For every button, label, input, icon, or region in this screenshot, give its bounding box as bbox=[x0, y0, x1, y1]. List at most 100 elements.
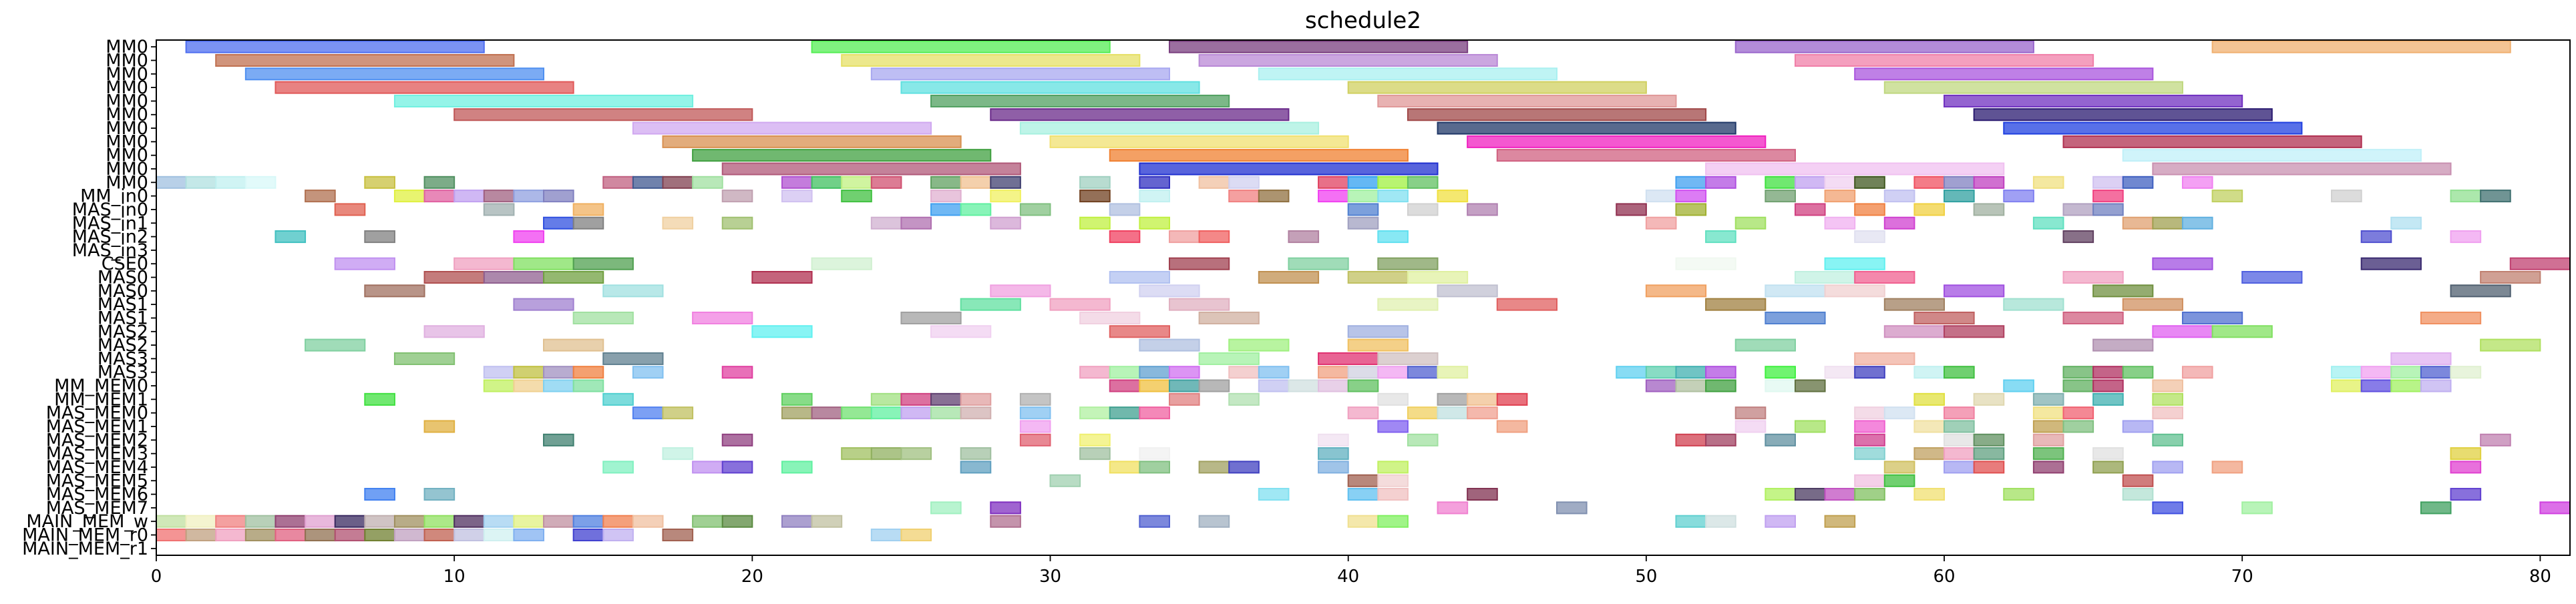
gantt-bar bbox=[2360, 257, 2422, 270]
gantt-bar bbox=[900, 216, 932, 230]
gantt-bar bbox=[2032, 420, 2064, 433]
gantt-bar bbox=[1913, 203, 1946, 216]
gantt-bar bbox=[2122, 149, 2422, 162]
gantt-bar bbox=[1794, 176, 1826, 189]
gantt-bar bbox=[483, 528, 515, 542]
gantt-bar bbox=[2390, 216, 2422, 230]
gantt-bar bbox=[1944, 433, 1975, 446]
gantt-bar bbox=[423, 176, 455, 189]
gantt-bar bbox=[2480, 338, 2541, 352]
gantt-bar bbox=[572, 311, 634, 325]
gantt-bar bbox=[602, 284, 664, 298]
gantt-bar bbox=[1944, 284, 2005, 298]
gantt-bar bbox=[2122, 176, 2154, 189]
gantt-bar bbox=[602, 461, 634, 474]
gantt-bar bbox=[1794, 53, 2094, 67]
gantt-bar bbox=[1944, 420, 1975, 433]
gantt-bar bbox=[1318, 433, 1349, 446]
gantt-bar bbox=[244, 515, 277, 528]
gantt-bar bbox=[1824, 216, 1856, 230]
gantt-bar bbox=[1347, 515, 1379, 528]
gantt-bar bbox=[334, 528, 366, 542]
gantt-bar bbox=[870, 528, 902, 542]
gantt-bar bbox=[393, 515, 425, 528]
gantt-bar bbox=[2509, 257, 2571, 270]
gantt-bar bbox=[1854, 406, 1885, 420]
gantt-bar bbox=[572, 216, 604, 230]
gantt-bar bbox=[1734, 406, 1767, 420]
gantt-bar bbox=[2450, 461, 2482, 474]
gantt-bar bbox=[2390, 366, 2422, 379]
gantt-bar bbox=[1705, 230, 1736, 244]
gantt-bar bbox=[1675, 366, 1707, 379]
gantt-bar bbox=[1437, 392, 1469, 406]
gantt-bar bbox=[841, 447, 872, 461]
gantt-bar bbox=[423, 270, 485, 284]
x-tick-label: 50 bbox=[1635, 567, 1657, 587]
gantt-bar bbox=[781, 190, 813, 203]
gantt-bar bbox=[900, 528, 932, 542]
gantt-bar bbox=[1854, 420, 1885, 433]
gantt-bar bbox=[1377, 392, 1409, 406]
gantt-bar bbox=[1198, 311, 1260, 325]
gantt-bar bbox=[1109, 230, 1141, 244]
gantt-bar bbox=[1377, 176, 1409, 189]
gantt-bar bbox=[841, 406, 872, 420]
gantt-bar bbox=[1973, 433, 2005, 446]
x-tick-label: 80 bbox=[2529, 567, 2551, 587]
gantt-bar bbox=[1407, 108, 1707, 121]
gantt-bar bbox=[1139, 379, 1170, 392]
row-label: MAS_in2 bbox=[72, 227, 148, 248]
gantt-bar bbox=[1645, 379, 1677, 392]
gantt-bar bbox=[1168, 40, 1469, 53]
row-label: MAS_MEM5 bbox=[46, 471, 148, 491]
gantt-bar bbox=[1913, 366, 1946, 379]
gantt-bar bbox=[1347, 270, 1409, 284]
gantt-bar bbox=[1794, 379, 1826, 392]
gantt-bar bbox=[1645, 284, 1707, 298]
gantt-bar bbox=[1705, 366, 1736, 379]
gantt-bar bbox=[632, 176, 664, 189]
gantt-bar bbox=[2420, 501, 2452, 515]
gantt-bar bbox=[483, 515, 515, 528]
gantt-bar bbox=[2390, 352, 2452, 365]
gantt-bar bbox=[1288, 379, 1320, 392]
x-axis: 0 10 20 30 40 50 60 70 80 bbox=[151, 555, 2551, 587]
gantt-bar bbox=[274, 528, 307, 542]
gantt-bar bbox=[1883, 325, 1946, 338]
gantt-bar bbox=[781, 176, 813, 189]
gantt-bar bbox=[572, 257, 634, 270]
gantt-bar bbox=[215, 176, 246, 189]
gantt-bar bbox=[1854, 352, 1915, 365]
row-label: MAS3 bbox=[98, 348, 148, 369]
gantt-bar bbox=[1824, 488, 1856, 501]
gantt-bar bbox=[2241, 270, 2303, 284]
gantt-bar bbox=[1675, 515, 1707, 528]
gantt-bar bbox=[483, 379, 515, 392]
gantt-bar bbox=[602, 176, 634, 189]
gantt-bar bbox=[1645, 190, 1677, 203]
gantt-bar bbox=[364, 230, 395, 244]
gantt-bar bbox=[781, 392, 813, 406]
gantt-bar bbox=[1556, 501, 1588, 515]
row-label: MM_in0 bbox=[80, 186, 148, 207]
gantt-bar bbox=[1913, 176, 1946, 189]
gantt-bar bbox=[483, 203, 515, 216]
row-label: MAS2 bbox=[98, 335, 148, 356]
gantt-bar bbox=[1318, 447, 1349, 461]
row-label: MM0 bbox=[106, 77, 148, 98]
gantt-bar bbox=[215, 515, 246, 528]
row-label: MAS2 bbox=[98, 322, 148, 342]
gantt-bar bbox=[1616, 366, 1647, 379]
gantt-bar bbox=[244, 528, 277, 542]
gantt-bar bbox=[423, 420, 455, 433]
gantt-bar bbox=[1139, 515, 1170, 528]
gantt-bar bbox=[2241, 501, 2273, 515]
gantt-bar bbox=[1347, 338, 1409, 352]
gantt-bar bbox=[2211, 40, 2511, 53]
gantt-bar bbox=[990, 216, 1021, 230]
row-label: MAIN_MEM_w bbox=[26, 511, 148, 532]
chart-title: schedule2 bbox=[1305, 7, 1421, 34]
row-label: MM0 bbox=[106, 64, 148, 85]
gantt-bar bbox=[721, 216, 753, 230]
